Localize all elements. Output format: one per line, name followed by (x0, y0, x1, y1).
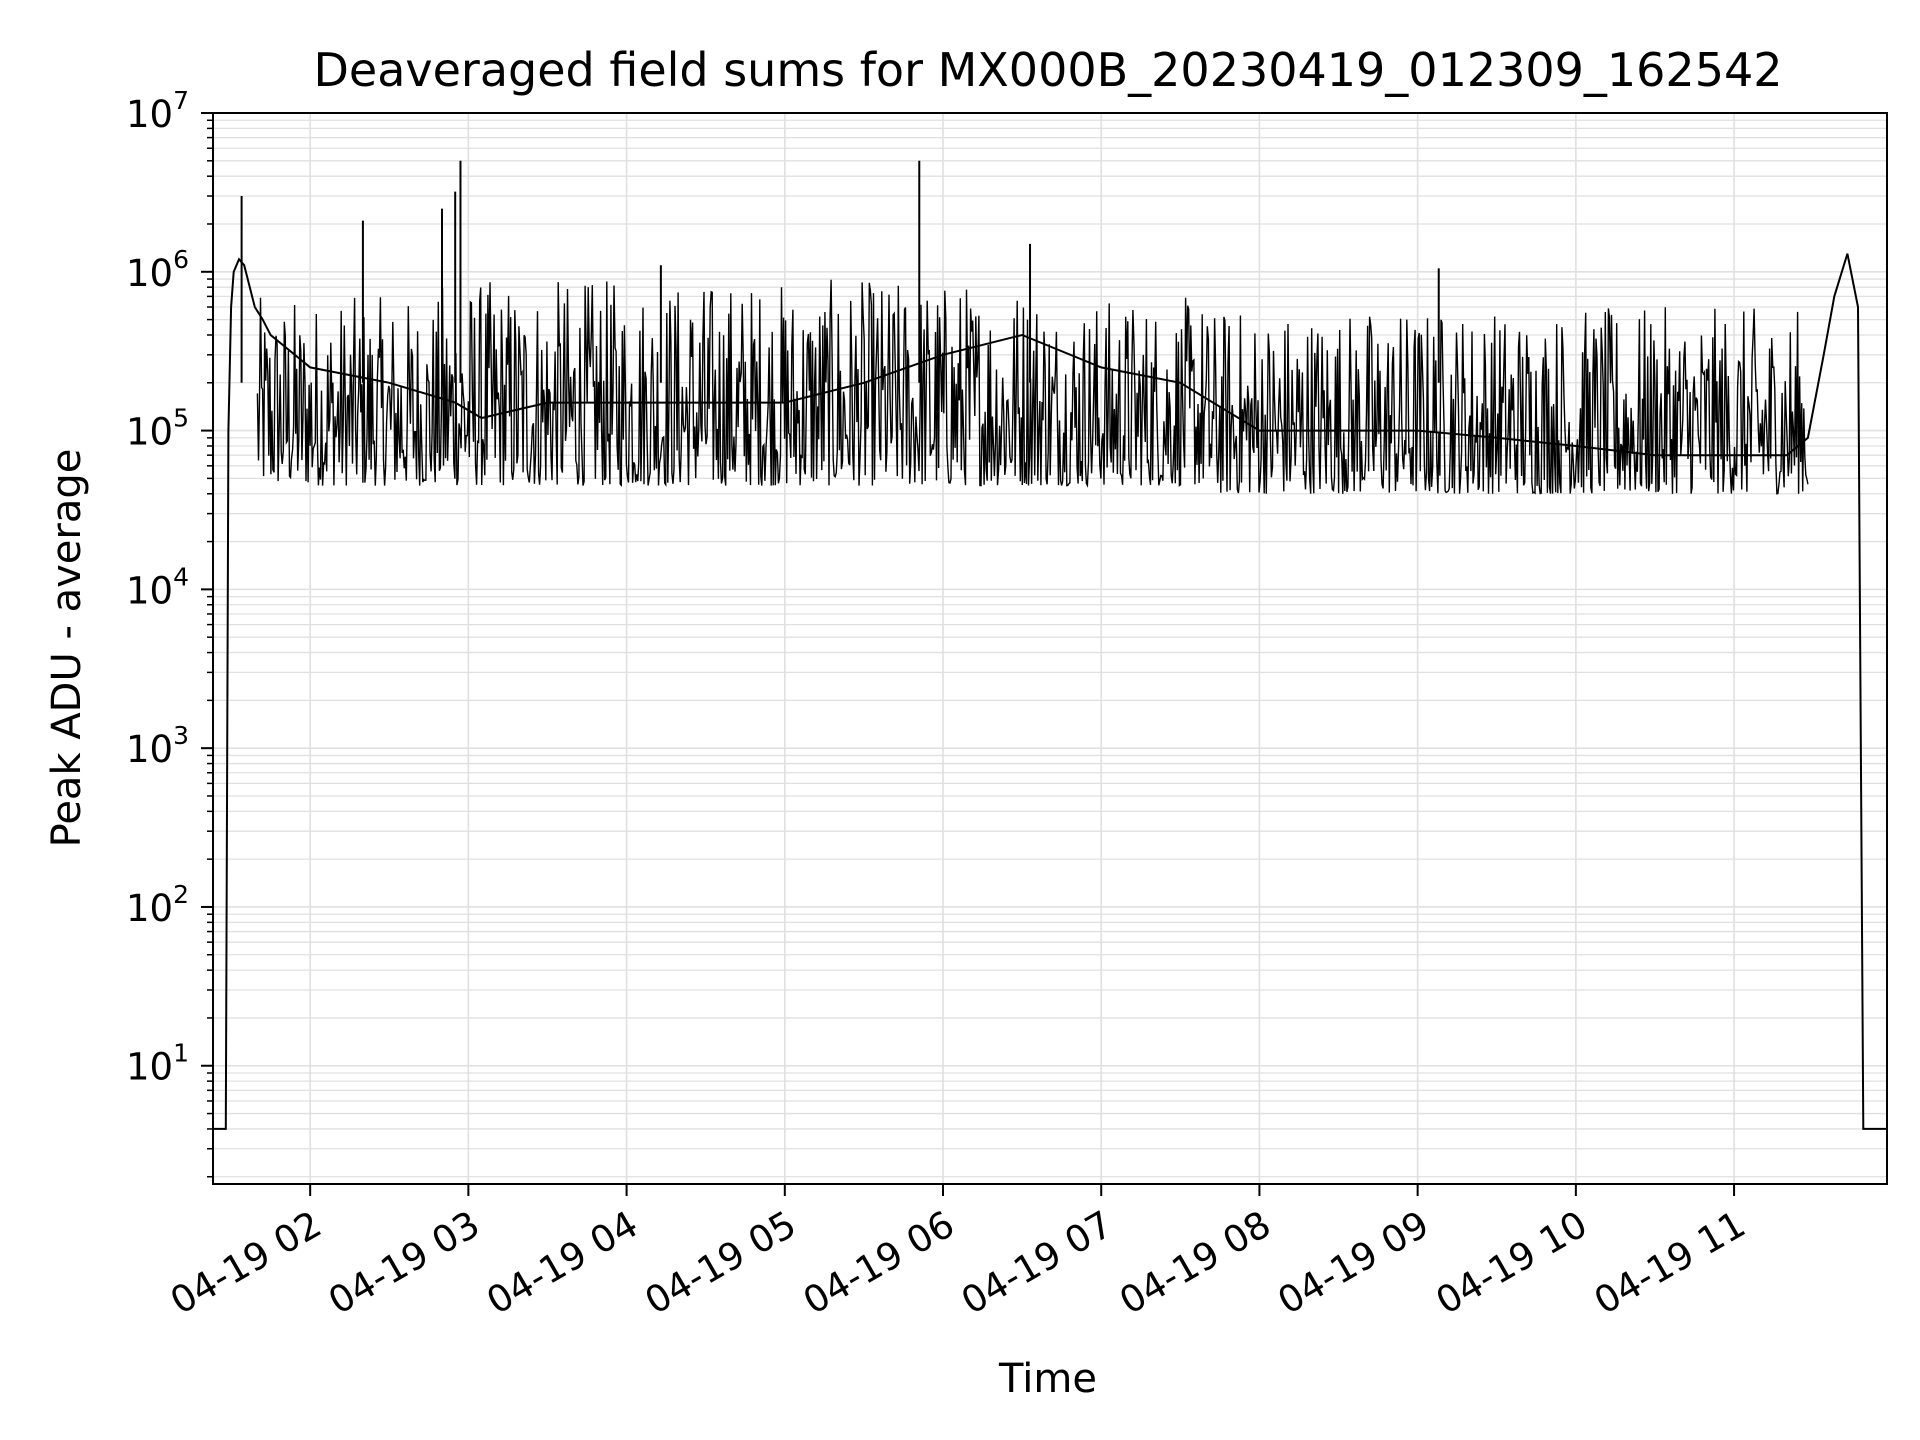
y-tick-label: 106 (126, 245, 189, 295)
grid (213, 113, 1887, 1184)
y-tick-label: 107 (126, 86, 189, 136)
series-group (213, 160, 1887, 1130)
y-tick-label: 103 (126, 721, 189, 771)
x-axis-label: Time (998, 1356, 1097, 1402)
y-tick-label: 101 (126, 1039, 189, 1089)
noise-band-line (256, 279, 1809, 495)
plot-area (213, 160, 1887, 1130)
series-line (213, 253, 1887, 1130)
chart-title: Deaveraged field sums for MX000B_2023041… (313, 43, 1782, 97)
y-axis: 101 102 103 104 105 106 107 (126, 86, 213, 1178)
y-tick-label: 104 (126, 562, 189, 612)
y-tick-label: 102 (126, 880, 189, 930)
y-tick-label: 105 (126, 404, 189, 454)
plot-frame (212, 112, 1888, 1185)
y-axis-label: Peak ADU - average (44, 449, 90, 848)
